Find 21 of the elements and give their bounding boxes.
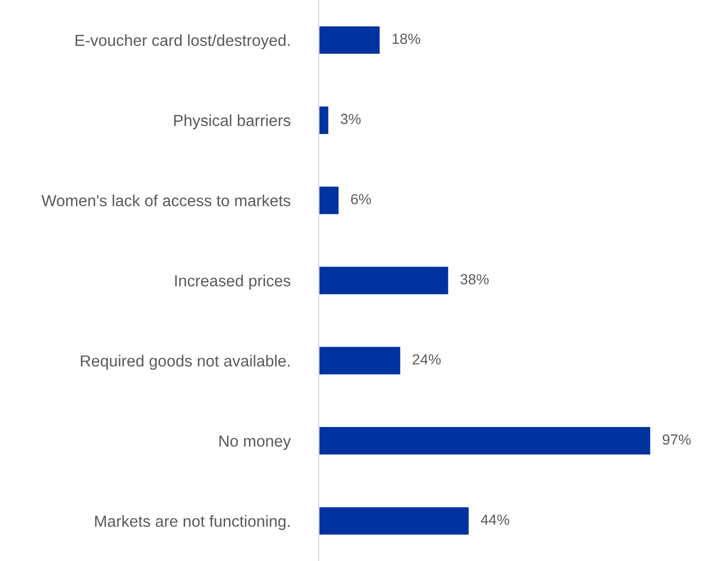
data-label: 18%	[392, 34, 420, 44]
data-label: 38%	[460, 274, 489, 284]
data-label: 3%	[340, 114, 361, 124]
y-tick-label: Markets are not functioning.	[95, 515, 290, 530]
y-tick-label: Increased prices	[175, 274, 290, 290]
bar	[318, 426, 652, 456]
data-label: 44%	[480, 514, 510, 525]
y-tick-label: E-voucher card lost/destroyed.	[76, 34, 290, 50]
y-tick-label: Women's lack of access to markets	[41, 194, 290, 206]
y-tick-label: No money	[219, 436, 291, 450]
bar	[318, 24, 382, 56]
y-tick-label: Physical barriers	[174, 114, 290, 130]
data-label: 24%	[412, 354, 441, 364]
data-label: 97%	[662, 434, 691, 445]
data-label: 6%	[351, 194, 371, 204]
bar	[318, 265, 450, 296]
bar	[318, 105, 330, 136]
y-tick-label: Required goods not available.	[80, 354, 290, 370]
bar	[318, 185, 340, 216]
bar	[318, 346, 402, 376]
bar	[318, 506, 470, 536]
